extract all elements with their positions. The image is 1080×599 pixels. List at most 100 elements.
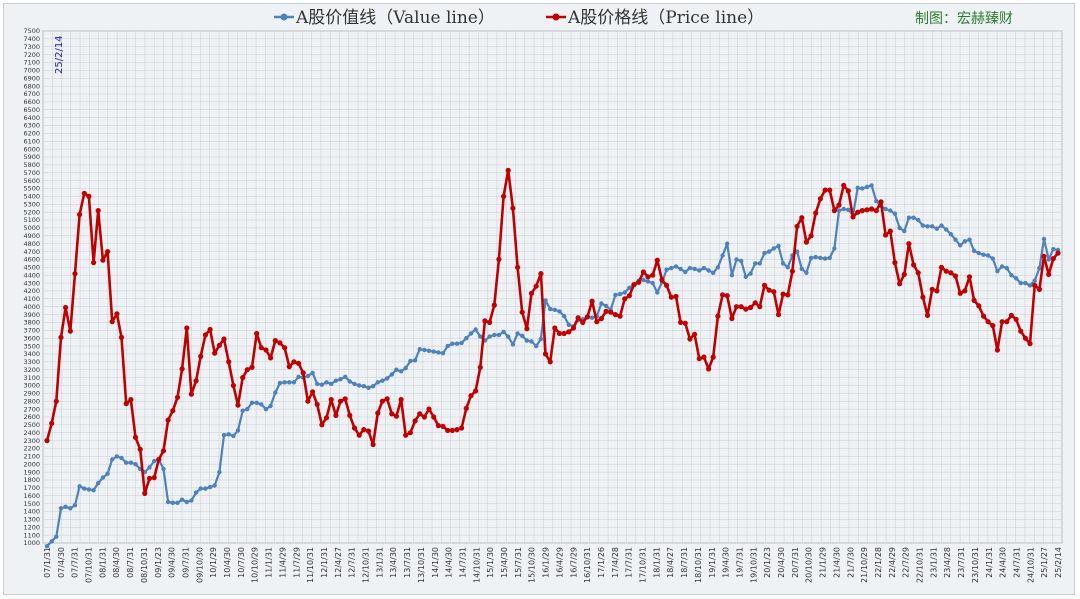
price-line-point [608, 309, 614, 315]
x-tick-label: 24/1/31 [985, 547, 994, 578]
price-line-point [501, 193, 507, 199]
value-line-point [63, 504, 68, 509]
x-tick-label: 11/4/29 [278, 547, 287, 578]
price-line-point [715, 313, 721, 319]
price-line-point [771, 289, 777, 295]
value-line-point [1051, 247, 1056, 252]
value-line-point [627, 285, 632, 290]
value-line-point [319, 382, 325, 387]
price-line-point [407, 430, 413, 436]
price-line-point [524, 326, 530, 332]
price-line-point [552, 325, 558, 331]
y-tick-label: 5200 [23, 208, 40, 216]
price-line-point [626, 293, 633, 299]
value-line-point [464, 336, 469, 341]
value-line-point [152, 458, 157, 464]
x-tick-label: 13/10/31 [417, 547, 426, 583]
price-line-point [254, 330, 260, 337]
price-line-point [286, 364, 292, 370]
price-line-point [291, 359, 297, 365]
value-line-point [161, 466, 166, 472]
value-line-point [692, 266, 697, 272]
price-line-point [873, 208, 879, 214]
value-line-point [557, 309, 562, 314]
y-tick-label: 5400 [23, 193, 40, 201]
x-tick-label: 16/4/29 [555, 547, 564, 578]
y-tick-label: 1500 [23, 500, 40, 508]
value-line-point [641, 277, 646, 283]
y-tick-label: 6600 [23, 98, 40, 106]
value-line-point [827, 255, 832, 261]
price-line-point [538, 271, 544, 277]
price-line-point [929, 286, 935, 292]
x-tick-label: 07/4/30 [57, 547, 66, 578]
value-line-point [259, 402, 264, 407]
x-tick-label: 23/1/31 [929, 547, 938, 578]
price-line-point [398, 397, 404, 403]
x-tick-label: 17/10/31 [639, 547, 648, 583]
price-line-point [258, 345, 264, 351]
value-line-point [44, 544, 50, 549]
price-line-point [733, 304, 740, 310]
price-line-point [589, 298, 595, 304]
value-line-point [179, 497, 185, 502]
value-line-point [501, 329, 506, 335]
legend-value-line: A股价值线（Value line） [295, 8, 495, 28]
value-line-point [934, 226, 940, 231]
value-line-point [664, 267, 669, 272]
x-tick-label: 09/1/23 [154, 547, 163, 578]
value-line-point [613, 292, 618, 298]
price-line-point [328, 397, 334, 403]
price-line-point [361, 427, 367, 433]
value-line-point [478, 334, 483, 339]
price-line-point [487, 319, 493, 325]
price-line-point [417, 411, 423, 417]
price-line-point [1036, 286, 1042, 292]
value-line-point [310, 370, 315, 376]
value-line-point [944, 227, 949, 232]
value-line-point [426, 348, 432, 353]
price-line-point [58, 334, 64, 340]
value-line-point [808, 255, 814, 261]
price-line-point [668, 294, 674, 300]
value-line-point [543, 298, 548, 303]
x-tick-label: 19/1/31 [708, 547, 717, 578]
y-tick-label: 1900 [23, 468, 40, 476]
price-line-point [100, 257, 106, 263]
x-tick-label: 24/7/31 [1012, 547, 1021, 578]
price-line-point [631, 282, 637, 288]
value-line-point [1041, 236, 1047, 242]
price-line-point [622, 296, 628, 302]
y-tick-label: 3800 [23, 319, 40, 327]
y-tick-label: 6700 [23, 90, 40, 98]
price-line-point [692, 331, 698, 337]
value-line-point [398, 369, 404, 374]
x-tick-label: 21/1/29 [819, 547, 828, 578]
value-line-point [207, 484, 213, 490]
price-line-point [496, 256, 502, 262]
value-line-point [105, 471, 110, 476]
price-line-point [696, 356, 702, 362]
x-tick-label: 20/7/31 [791, 547, 800, 578]
value-line-point [762, 250, 767, 256]
price-line-point [440, 423, 446, 429]
price-line-point [831, 208, 838, 214]
value-line-point [408, 358, 413, 364]
value-line-point [245, 406, 250, 412]
price-line-point [77, 211, 83, 218]
price-line-point [785, 292, 791, 298]
x-axis-ticks: 07/1/31 07/4/30 07/7/31 07/10/31 08/1/31 08/4… [43, 547, 1063, 583]
value-line-point [715, 265, 721, 270]
y-tick-label: 6900 [23, 74, 40, 82]
y-tick-label: 2800 [23, 397, 40, 405]
value-line-point [277, 380, 283, 386]
value-line-point [958, 243, 963, 248]
y-tick-label: 5300 [23, 200, 40, 208]
x-tick-label: 16/7/29 [569, 547, 578, 578]
y-tick-label: 7000 [23, 67, 40, 75]
price-line-point [971, 297, 977, 303]
price-line-point [491, 302, 497, 308]
price-line-point [146, 475, 153, 481]
price-line-point [948, 270, 954, 276]
y-tick-label: 7500 [23, 27, 40, 35]
